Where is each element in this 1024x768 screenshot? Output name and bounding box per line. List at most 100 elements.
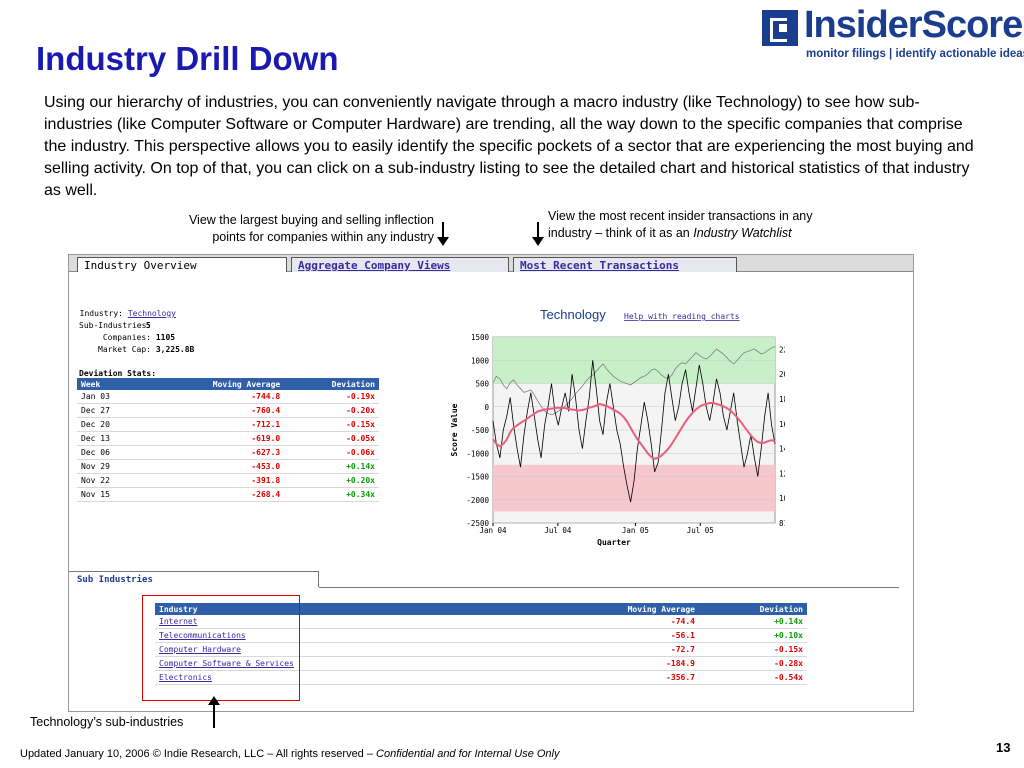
- table-row: Jan 03 -744.8 -0.19x: [77, 390, 379, 404]
- footer-emphasis: Confidential and for Internal Use Only: [376, 748, 560, 760]
- x-tick-label: Jan 05: [622, 526, 649, 535]
- industry-label: Industry:: [79, 309, 123, 318]
- x-tick-label: Jul 04: [544, 526, 572, 535]
- week-cell: Nov 15: [77, 487, 146, 502]
- y-tick-label: 500: [475, 380, 489, 389]
- companies-label: Companies:: [102, 333, 151, 342]
- arrow-up-icon: [208, 696, 220, 728]
- footer: Updated January 10, 2006 © Indie Researc…: [20, 748, 559, 760]
- moving-average-cell: -268.4: [145, 487, 285, 502]
- y-axis-label: Score Value: [450, 403, 459, 456]
- tab-most-recent-transactions[interactable]: Most Recent Transactions: [513, 257, 737, 272]
- y-tick-label: -1500: [466, 473, 489, 482]
- deviation-header-row: Week Moving Average Deviation: [77, 378, 379, 390]
- table-row[interactable]: Computer Software & Services -184.9 -0.28x: [155, 656, 807, 671]
- table-row[interactable]: Telecommunications -56.1 +0.10x: [155, 628, 807, 643]
- slide-title: Industry Drill Down: [36, 40, 339, 77]
- deviation-cell: -0.28x: [699, 656, 807, 671]
- col-moving-average: Moving Average: [145, 378, 285, 390]
- series-moving-average-line: [492, 402, 776, 460]
- industry-link[interactable]: Electronics: [155, 670, 511, 685]
- deviation-cell: -0.15x: [284, 417, 379, 432]
- week-cell: Nov 29: [77, 459, 146, 474]
- industry-link[interactable]: Telecommunications: [155, 628, 511, 643]
- col-deviation: Deviation: [284, 378, 379, 390]
- tab-aggregate-company-views[interactable]: Aggregate Company Views: [291, 257, 509, 272]
- y-tick-label: -2000: [466, 496, 489, 505]
- tab-sub-industries[interactable]: Sub Industries: [69, 571, 319, 587]
- x-tick-label: Jan 04: [479, 526, 507, 535]
- col-industry: Industry: [155, 603, 511, 615]
- moving-average-cell: -619.0: [145, 431, 285, 446]
- y-tick-label: -2500: [466, 519, 489, 528]
- moving-average-cell: -760.4: [145, 403, 285, 418]
- moving-average-cell: -356.7: [511, 670, 699, 685]
- moving-average-cell: -744.8: [145, 390, 285, 404]
- market-cap-value: 3,225.8B: [155, 345, 195, 354]
- y-tick-label: -1000: [466, 449, 489, 458]
- callout-left: View the largest buying and selling infl…: [150, 212, 434, 246]
- deviation-cell: -0.19x: [284, 390, 379, 404]
- deviation-cell: +0.14x: [284, 459, 379, 474]
- sub-industries-table: Industry Moving Average Deviation Intern…: [155, 603, 807, 685]
- deviation-cell: +0.10x: [699, 628, 807, 643]
- footer-text: Updated January 10, 2006 © Indie Researc…: [20, 748, 377, 760]
- technology-chart: Technology Help with reading charts 1500…: [450, 307, 785, 547]
- industry-link[interactable]: Computer Software & Services: [155, 656, 511, 671]
- x-tick-label: Jul 05: [687, 526, 714, 535]
- table-row[interactable]: Computer Hardware -72.7 -0.15x: [155, 642, 807, 657]
- moving-average-cell: -72.7: [511, 642, 699, 657]
- col-deviation: Deviation: [699, 603, 807, 615]
- moving-average-cell: -184.9: [511, 656, 699, 671]
- chart-help-link[interactable]: Help with reading charts: [624, 312, 740, 321]
- deviation-cell: +0.14x: [699, 615, 807, 629]
- y-tick-label: 1000: [471, 356, 490, 365]
- moving-average-cell: -56.1: [511, 628, 699, 643]
- industry-link[interactable]: Computer Hardware: [155, 642, 511, 657]
- series-score-line: [492, 360, 776, 503]
- deviation-cell: -0.54x: [699, 670, 807, 685]
- chart-plot: 1500 1000 500 0 -500 -1000 -1500 -2000 -2500 2217…: [450, 333, 785, 547]
- series-ixic-line: [492, 346, 776, 416]
- deviation-cell: -0.05x: [284, 431, 379, 446]
- y-tick-label: 0: [484, 403, 489, 412]
- highlight-box: [142, 595, 300, 701]
- week-cell: Dec 06: [77, 445, 146, 460]
- callout-bottom: Technology’s sub-industries: [30, 715, 184, 729]
- table-row: Dec 20 -712.1 -0.15x: [77, 417, 379, 432]
- table-row[interactable]: Internet -74.4 +0.14x: [155, 615, 807, 629]
- week-cell: Jan 03: [77, 390, 146, 404]
- sub-industries-label: Sub-Industries:: [79, 321, 152, 330]
- y-tick-label: -500: [471, 426, 490, 435]
- callout-right: View the most recent insider transaction…: [548, 208, 878, 242]
- logo-mark-icon: [762, 10, 798, 46]
- industry-link[interactable]: Technology: [127, 309, 176, 318]
- tab-industry-overview[interactable]: Industry Overview: [77, 257, 287, 272]
- callout-right-line2: industry – think of it as an Industry Wa…: [548, 226, 792, 240]
- arrow-down-icon: [532, 222, 544, 246]
- y2-tick-label: 1817: [779, 395, 785, 404]
- moving-average-cell: -453.0: [145, 459, 285, 474]
- intro-paragraph: Using our hierarchy of industries, you c…: [44, 94, 974, 199]
- section-divider: [319, 587, 899, 588]
- app-screenshot-panel: Industry Overview Aggregate Company View…: [68, 254, 914, 712]
- tab-bar: Industry Overview Aggregate Company View…: [69, 255, 913, 272]
- table-row: Dec 06 -627.3 -0.06x: [77, 445, 379, 460]
- y2-tick-label: 2217: [779, 345, 785, 354]
- industry-link[interactable]: Internet: [155, 615, 511, 629]
- y2-tick-label: 817: [779, 519, 785, 528]
- table-row: Nov 29 -453.0 +0.14x: [77, 459, 379, 474]
- companies-value: 1105: [155, 333, 176, 342]
- table-row: Nov 22 -391.8 +0.20x: [77, 473, 379, 488]
- market-cap-label: Market Cap:: [98, 345, 151, 354]
- industry-info: Industry: Technology Sub-Industries: 5 C…: [79, 309, 219, 359]
- sub-industries-header-row: Industry Moving Average Deviation: [155, 603, 807, 615]
- callout-right-emphasis: Industry Watchlist: [693, 226, 792, 240]
- y2-tick-label: 1017: [779, 494, 785, 503]
- callout-left-line1: View the largest buying and selling infl…: [188, 213, 434, 227]
- table-row[interactable]: Electronics -356.7 -0.54x: [155, 670, 807, 685]
- moving-average-cell: -74.4: [511, 615, 699, 629]
- moving-average-cell: -391.8: [145, 473, 285, 488]
- logo-tagline: monitor filings | identify actionable id…: [806, 48, 1024, 60]
- logo-name: InsiderScore: [804, 4, 1023, 46]
